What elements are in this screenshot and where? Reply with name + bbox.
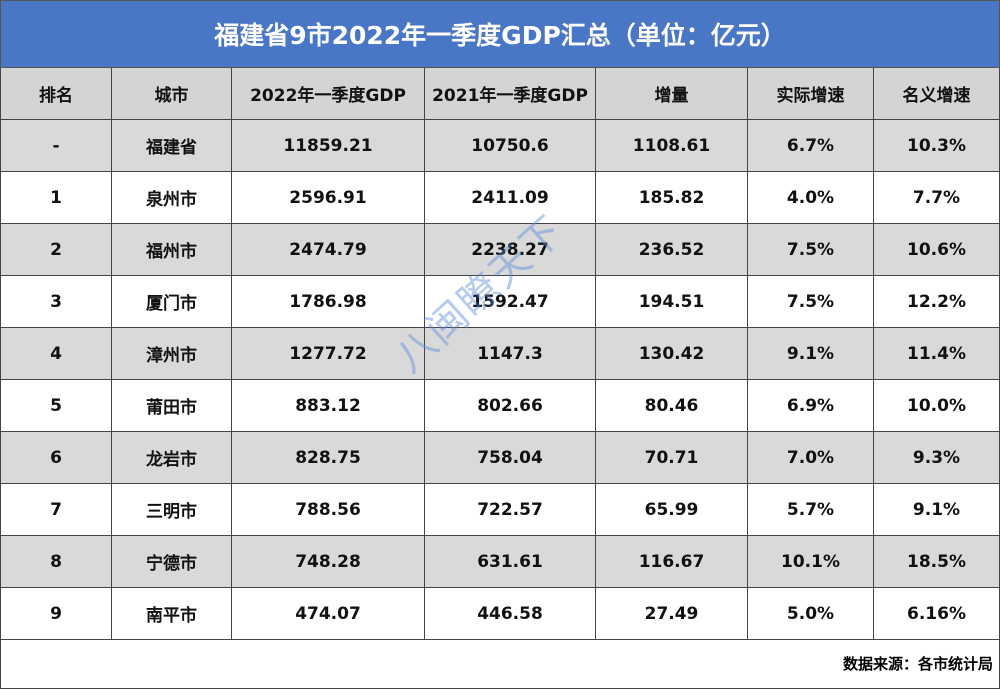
header-cell: 实际增速 [748,68,874,120]
title: 福建省9市2022年一季度GDP汇总（单位：亿元） [0,0,1000,68]
table-cell: 1108.61 [596,120,748,172]
table-cell: 三明市 [112,484,232,536]
table-cell: 80.46 [596,380,748,432]
table-cell: 194.51 [596,276,748,328]
table-cell: 7.5% [748,224,874,276]
source-note: 数据来源：各市统计局 [0,640,1000,689]
table-cell: 748.28 [232,536,425,588]
table-cell: 7.0% [748,432,874,484]
table-cell: 2238.27 [425,224,596,276]
header-cell: 排名 [0,68,112,120]
table-cell: 9.1% [874,484,1000,536]
table-cell: 2 [0,224,112,276]
header-cell: 城市 [112,68,232,120]
table-cell: 236.52 [596,224,748,276]
table-cell: 5.0% [748,588,874,640]
table-cell: 11859.21 [232,120,425,172]
table-cell: 9.3% [874,432,1000,484]
table-cell: 70.71 [596,432,748,484]
table-cell: 5.7% [748,484,874,536]
table-cell: 828.75 [232,432,425,484]
header-cell: 增量 [596,68,748,120]
table-cell: 10750.6 [425,120,596,172]
table-cell: 12.2% [874,276,1000,328]
table-cell: 788.56 [232,484,425,536]
table-cell: - [0,120,112,172]
table-cell: 莆田市 [112,380,232,432]
table-cell: 4.0% [748,172,874,224]
table-cell: 厦门市 [112,276,232,328]
table-cell: 631.61 [425,536,596,588]
table-cell: 7.5% [748,276,874,328]
table-cell: 3 [0,276,112,328]
table-cell: 1147.3 [425,328,596,380]
table-cell: 6.9% [748,380,874,432]
table-cell: 802.66 [425,380,596,432]
header-cell: 名义增速 [874,68,1000,120]
table-cell: 446.58 [425,588,596,640]
table-cell: 10.1% [748,536,874,588]
table-cell: 宁德市 [112,536,232,588]
table-cell: 10.3% [874,120,1000,172]
table-cell: 7.7% [874,172,1000,224]
table-cell: 泉州市 [112,172,232,224]
table-cell: 1277.72 [232,328,425,380]
table-cell: 8 [0,536,112,588]
table-cell: 2411.09 [425,172,596,224]
table-cell: 722.57 [425,484,596,536]
table-cell: 4 [0,328,112,380]
table-cell: 883.12 [232,380,425,432]
table-cell: 福州市 [112,224,232,276]
table-cell: 18.5% [874,536,1000,588]
table-cell: 南平市 [112,588,232,640]
table-cell: 2474.79 [232,224,425,276]
table-cell: 10.6% [874,224,1000,276]
header-cell: 2022年一季度GDP [232,68,425,120]
table-cell: 9.1% [748,328,874,380]
table-cell: 474.07 [232,588,425,640]
table-cell: 11.4% [874,328,1000,380]
table-cell: 185.82 [596,172,748,224]
table-cell: 9 [0,588,112,640]
table-cell: 10.0% [874,380,1000,432]
table-cell: 1786.98 [232,276,425,328]
table-cell: 福建省 [112,120,232,172]
table-cell: 7 [0,484,112,536]
header-cell: 2021年一季度GDP [425,68,596,120]
table-cell: 漳州市 [112,328,232,380]
table-cell: 27.49 [596,588,748,640]
table-cell: 1 [0,172,112,224]
table-cell: 1592.47 [425,276,596,328]
table-cell: 65.99 [596,484,748,536]
table-cell: 6.16% [874,588,1000,640]
table-cell: 130.42 [596,328,748,380]
table-cell: 5 [0,380,112,432]
table-cell: 2596.91 [232,172,425,224]
table-cell: 龙岩市 [112,432,232,484]
table-cell: 758.04 [425,432,596,484]
table-cell: 116.67 [596,536,748,588]
table-cell: 6.7% [748,120,874,172]
table-cell: 6 [0,432,112,484]
